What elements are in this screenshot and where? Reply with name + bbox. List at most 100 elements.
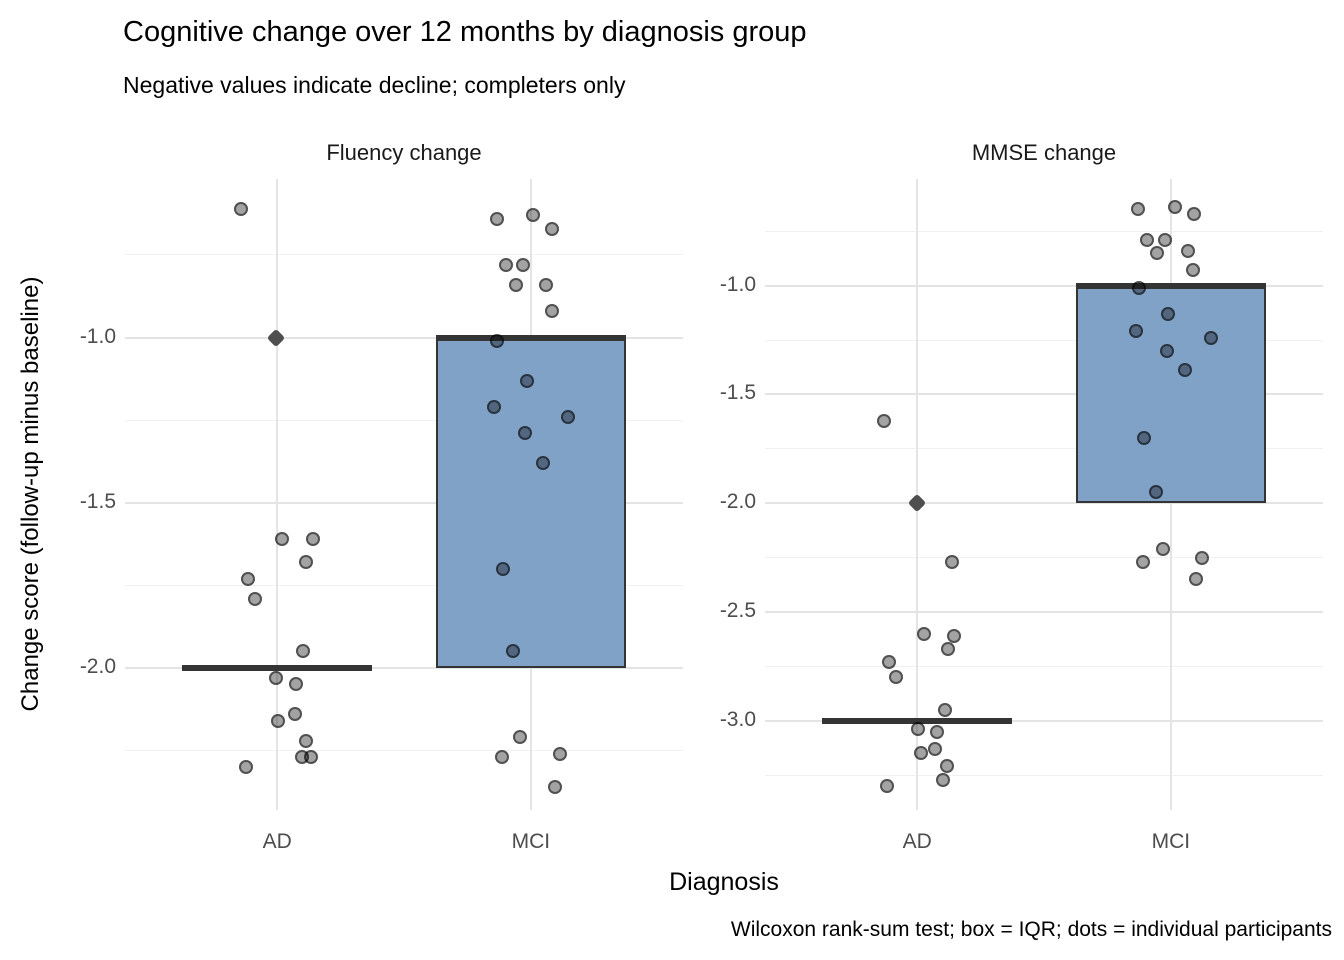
iqr-box — [1075, 285, 1266, 504]
data-point — [1139, 232, 1154, 247]
data-point — [1203, 330, 1218, 345]
data-point — [552, 746, 567, 761]
data-point — [1130, 202, 1145, 217]
x-tick-label: MCI — [1151, 830, 1191, 853]
data-point — [248, 591, 263, 606]
gridline-minor — [125, 419, 683, 421]
gridline-major — [765, 610, 1323, 613]
data-point — [234, 201, 249, 216]
gridline-minor — [125, 750, 683, 752]
gridline-minor — [765, 339, 1323, 341]
y-tick-label: -1.0 — [79, 324, 116, 348]
median-line — [182, 664, 373, 671]
y-tick-label: -1.5 — [79, 489, 116, 513]
data-point — [1177, 363, 1192, 378]
data-point — [275, 532, 290, 547]
y-tick-label: -2.0 — [79, 654, 116, 678]
data-point — [299, 555, 314, 570]
data-point — [508, 277, 523, 292]
gridline-major — [765, 393, 1323, 396]
chart-caption: Wilcoxon rank-sum test; box = IQR; dots … — [730, 918, 1332, 941]
data-point — [1167, 200, 1182, 215]
data-point — [547, 779, 562, 794]
data-point — [538, 277, 553, 292]
gridline-minor — [765, 665, 1323, 667]
data-point — [938, 702, 953, 717]
data-point — [880, 779, 895, 794]
gridline-major — [125, 666, 683, 669]
data-point-overlap — [266, 328, 286, 347]
data-point — [1188, 572, 1203, 587]
x-tick-label: AD — [262, 830, 292, 853]
data-point — [914, 746, 929, 761]
gridline-minor — [765, 448, 1323, 450]
data-point — [1157, 232, 1172, 247]
data-point — [512, 730, 527, 745]
median-line — [435, 334, 626, 341]
panel-fluency — [125, 179, 683, 810]
gridline-minor — [765, 774, 1323, 776]
data-point — [947, 628, 962, 643]
data-point — [289, 677, 304, 692]
data-point — [525, 208, 540, 223]
data-point — [299, 733, 314, 748]
data-point — [1131, 280, 1146, 295]
data-point — [239, 760, 254, 775]
y-axis-title: Change score (follow-up minus baseline) — [17, 276, 44, 712]
data-point — [940, 759, 955, 774]
gridline-major — [125, 501, 683, 504]
data-point — [945, 554, 960, 569]
x-tick-label: MCI — [511, 830, 551, 853]
data-point — [296, 644, 311, 659]
data-point — [495, 561, 510, 576]
data-point — [241, 571, 256, 586]
x-axis-title: Diagnosis — [669, 868, 779, 896]
data-point — [1148, 485, 1163, 500]
gridline-minor — [765, 557, 1323, 559]
data-point — [306, 532, 321, 547]
data-point — [1136, 430, 1151, 445]
gridline-major — [765, 284, 1323, 287]
data-point — [928, 742, 943, 757]
gridline-major — [765, 719, 1323, 722]
data-point — [544, 221, 559, 236]
x-tick-label: AD — [902, 830, 932, 853]
gridline-minor — [125, 254, 683, 256]
data-point — [489, 333, 504, 348]
data-point — [1155, 541, 1170, 556]
median-line — [822, 717, 1013, 724]
data-point — [917, 626, 932, 641]
data-point — [271, 713, 286, 728]
data-point — [1149, 245, 1164, 260]
gridline-major — [765, 502, 1323, 505]
data-point — [1160, 306, 1175, 321]
data-point — [877, 413, 892, 428]
panel-mmse — [765, 179, 1323, 810]
gridline-minor — [125, 584, 683, 586]
facet-strip-fluency: Fluency change — [326, 140, 482, 165]
data-point — [288, 707, 303, 722]
y-tick-label: -2.5 — [719, 598, 756, 622]
median-line — [1075, 282, 1266, 289]
data-point — [486, 399, 501, 414]
iqr-box — [435, 337, 626, 668]
data-point — [269, 670, 284, 685]
data-point — [498, 257, 513, 272]
data-point — [936, 772, 951, 787]
data-point — [882, 655, 897, 670]
data-point — [1180, 243, 1195, 258]
data-point — [544, 304, 559, 319]
data-point — [1159, 343, 1174, 358]
chart-title: Cognitive change over 12 months by diagn… — [123, 16, 807, 48]
data-point — [911, 722, 926, 737]
y-tick-label: -1.0 — [719, 272, 756, 296]
data-point — [494, 750, 509, 765]
data-point — [489, 211, 504, 226]
gridline-vertical — [276, 179, 279, 810]
data-point — [560, 409, 575, 424]
data-point — [535, 456, 550, 471]
facet-strip-mmse: MMSE change — [971, 140, 1117, 165]
data-point-overlap — [907, 494, 927, 513]
data-point — [304, 750, 319, 765]
